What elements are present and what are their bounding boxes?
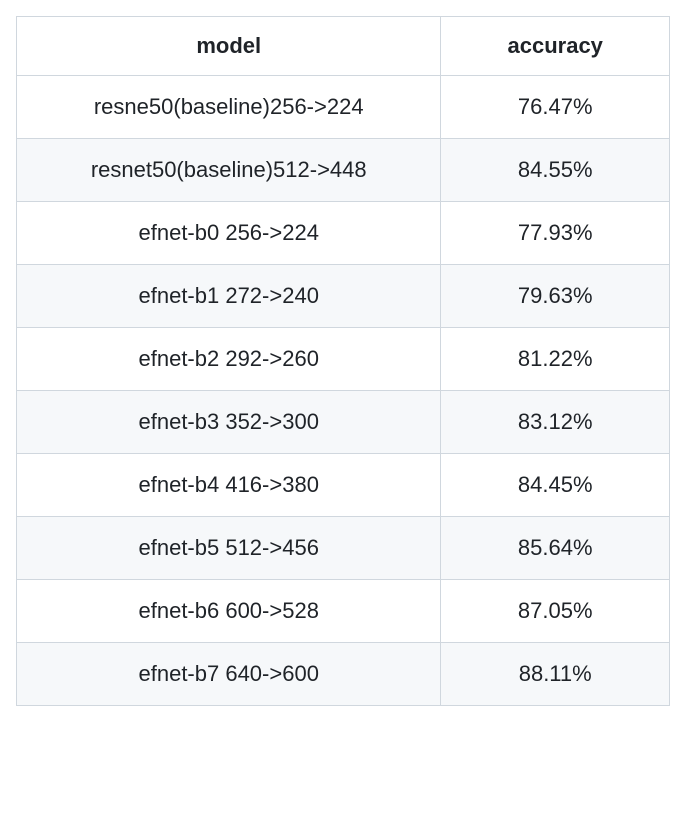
cell-accuracy: 76.47% bbox=[441, 76, 670, 139]
column-header-accuracy: accuracy bbox=[441, 17, 670, 76]
cell-model: efnet-b1 272->240 bbox=[17, 265, 441, 328]
cell-accuracy: 84.45% bbox=[441, 454, 670, 517]
table-row: resnet50(baseline)512->448 84.55% bbox=[17, 139, 670, 202]
cell-model: efnet-b4 416->380 bbox=[17, 454, 441, 517]
cell-accuracy: 85.64% bbox=[441, 517, 670, 580]
table-row: efnet-b0 256->224 77.93% bbox=[17, 202, 670, 265]
results-table: model accuracy resne50(baseline)256->224… bbox=[16, 16, 670, 706]
table-row: resne50(baseline)256->224 76.47% bbox=[17, 76, 670, 139]
cell-model: efnet-b0 256->224 bbox=[17, 202, 441, 265]
cell-accuracy: 79.63% bbox=[441, 265, 670, 328]
cell-accuracy: 81.22% bbox=[441, 328, 670, 391]
cell-accuracy: 84.55% bbox=[441, 139, 670, 202]
cell-model: efnet-b2 292->260 bbox=[17, 328, 441, 391]
table-row: efnet-b6 600->528 87.05% bbox=[17, 580, 670, 643]
cell-accuracy: 77.93% bbox=[441, 202, 670, 265]
table-row: efnet-b7 640->600 88.11% bbox=[17, 643, 670, 706]
cell-accuracy: 87.05% bbox=[441, 580, 670, 643]
cell-model: efnet-b7 640->600 bbox=[17, 643, 441, 706]
table-header-row: model accuracy bbox=[17, 17, 670, 76]
cell-model: efnet-b5 512->456 bbox=[17, 517, 441, 580]
column-header-model: model bbox=[17, 17, 441, 76]
table-row: efnet-b5 512->456 85.64% bbox=[17, 517, 670, 580]
table-row: efnet-b2 292->260 81.22% bbox=[17, 328, 670, 391]
cell-model: efnet-b3 352->300 bbox=[17, 391, 441, 454]
cell-accuracy: 88.11% bbox=[441, 643, 670, 706]
cell-accuracy: 83.12% bbox=[441, 391, 670, 454]
cell-model: efnet-b6 600->528 bbox=[17, 580, 441, 643]
table-row: efnet-b4 416->380 84.45% bbox=[17, 454, 670, 517]
cell-model: resnet50(baseline)512->448 bbox=[17, 139, 441, 202]
table-row: efnet-b3 352->300 83.12% bbox=[17, 391, 670, 454]
table-row: efnet-b1 272->240 79.63% bbox=[17, 265, 670, 328]
cell-model: resne50(baseline)256->224 bbox=[17, 76, 441, 139]
